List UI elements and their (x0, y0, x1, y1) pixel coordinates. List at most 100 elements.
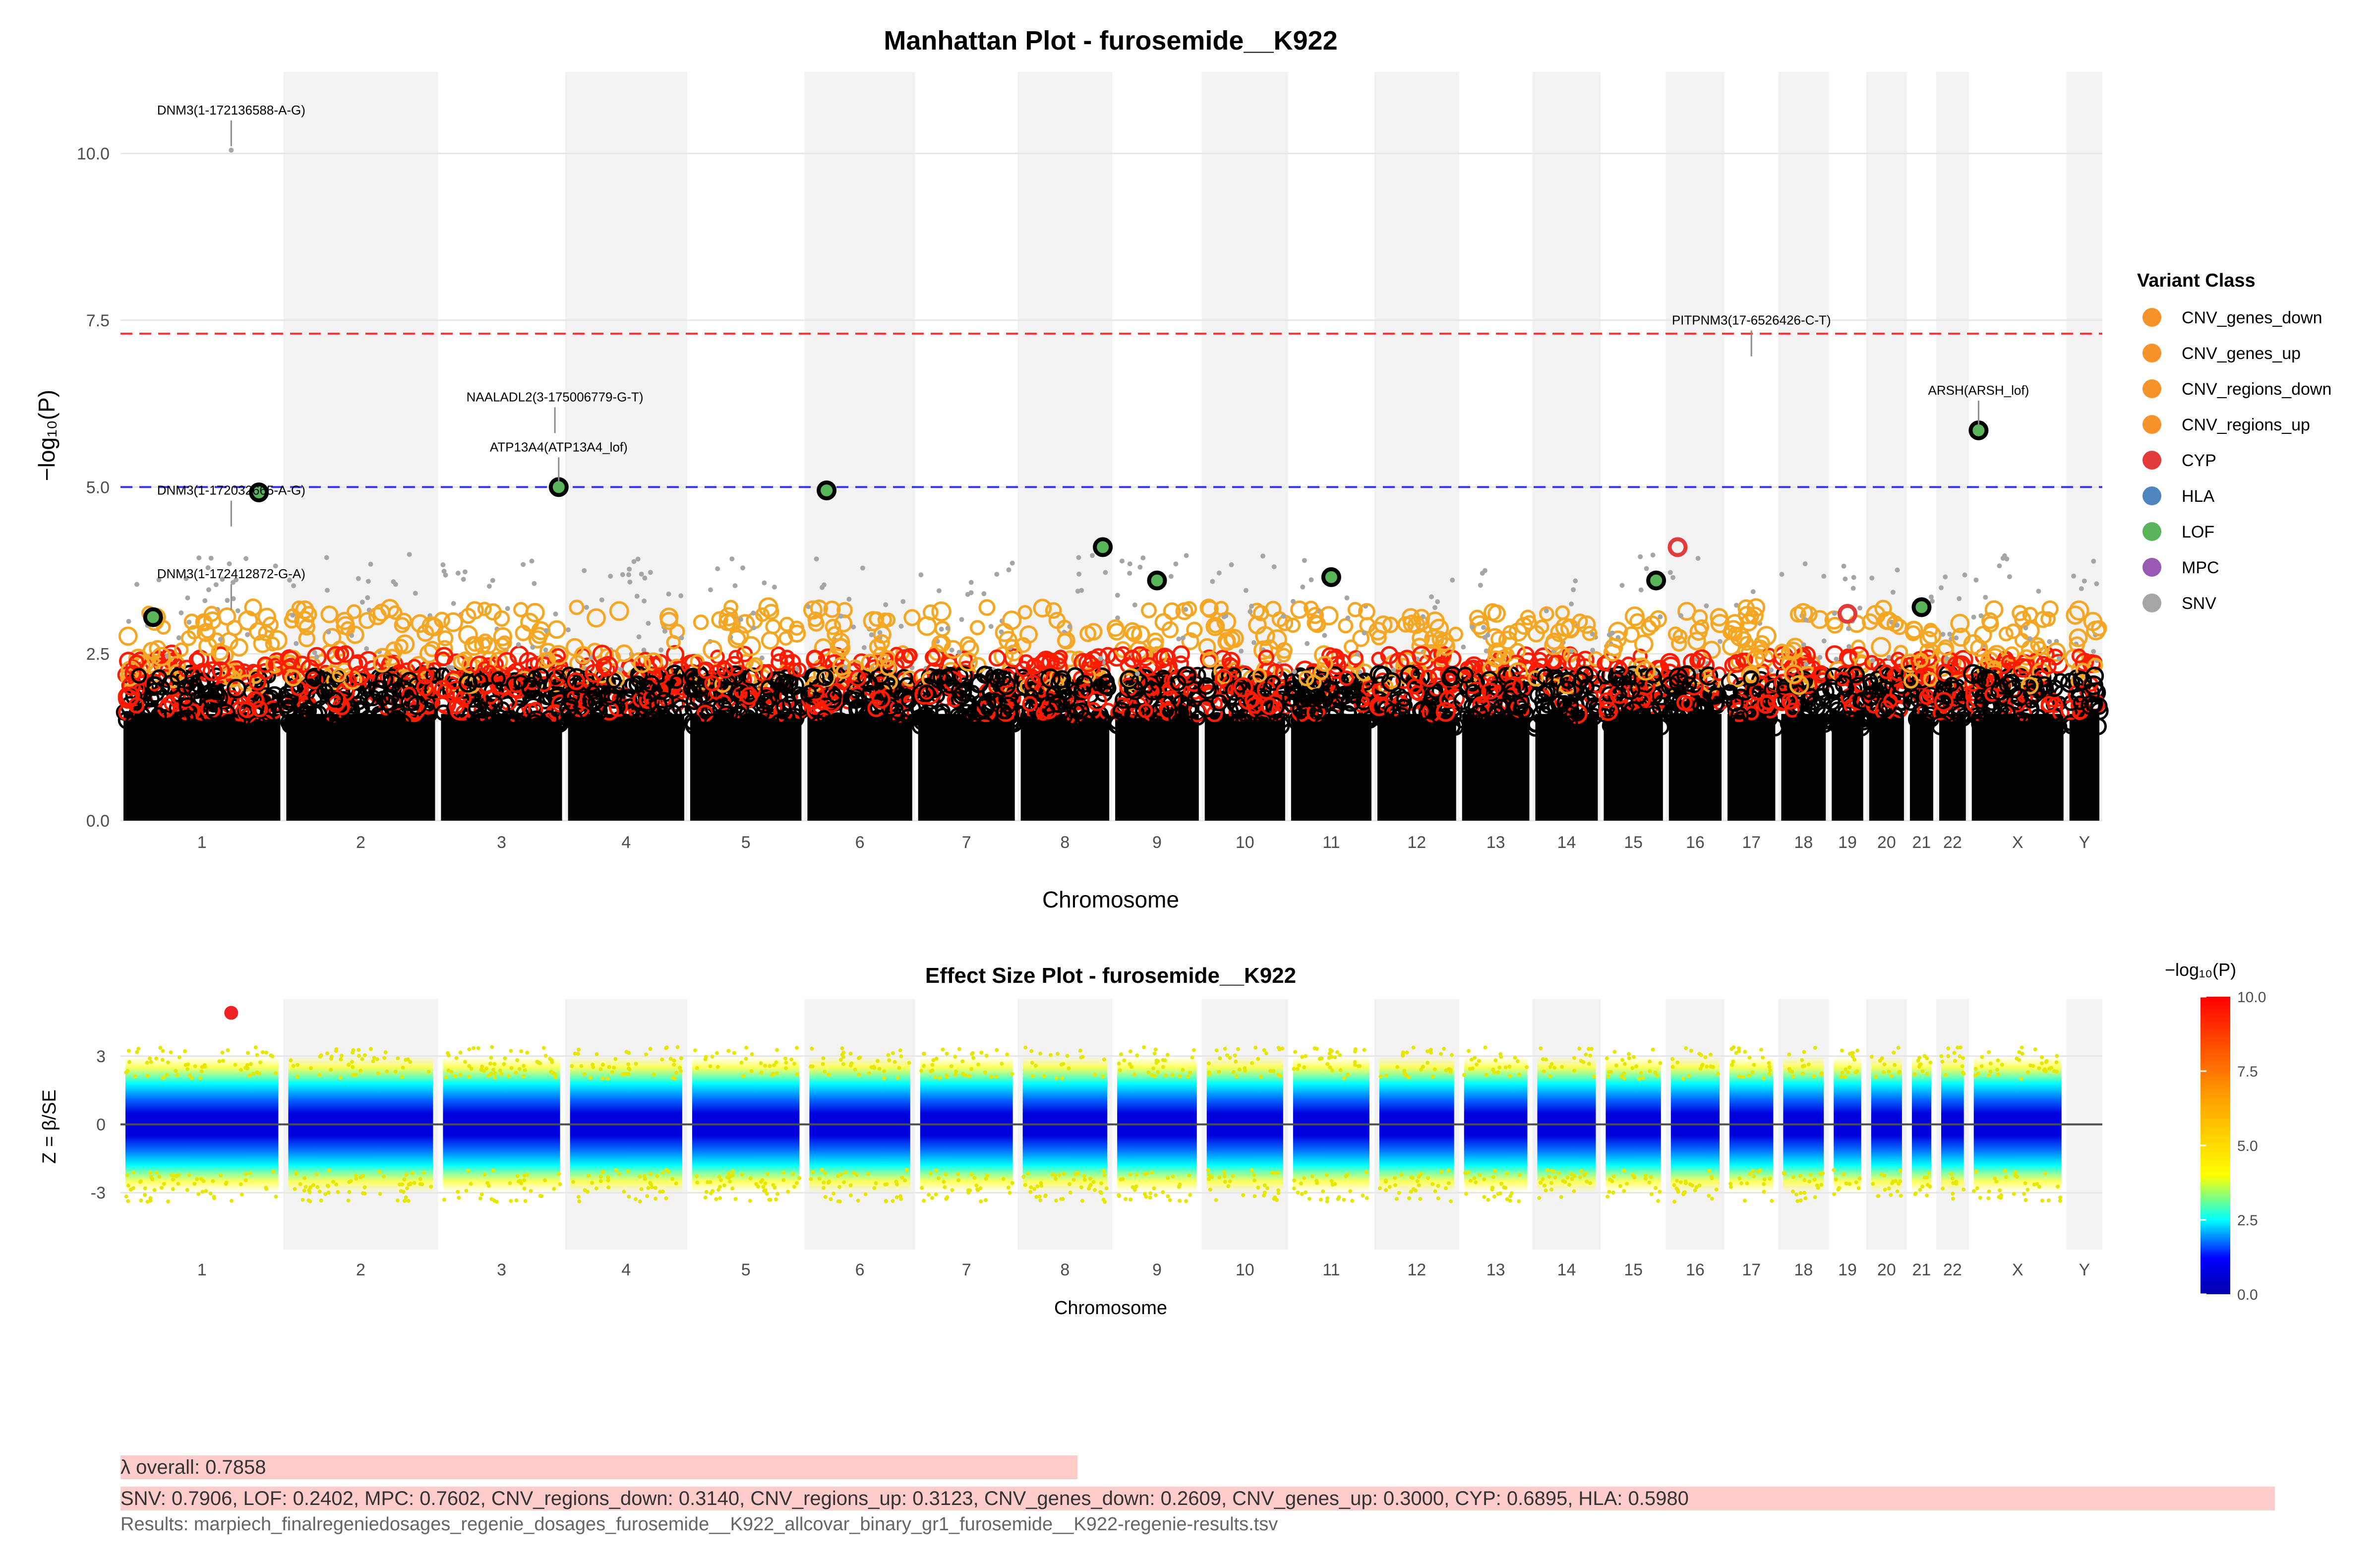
effect-point (467, 1064, 472, 1068)
effect-point (357, 1048, 361, 1052)
effect-point (971, 1056, 976, 1060)
effect-point (976, 1062, 980, 1067)
effect-point (728, 1179, 732, 1184)
effect-point (576, 1195, 581, 1199)
effect-point (1491, 1175, 1496, 1179)
variant-point (679, 635, 684, 641)
effect-point (1670, 1057, 1675, 1061)
variant-point (1695, 556, 1701, 561)
effect-point (260, 1050, 265, 1054)
effect-point (255, 1053, 259, 1057)
variant-point (662, 628, 667, 634)
effect-point (1791, 1075, 1795, 1079)
effect-point (1143, 1192, 1147, 1196)
effect-point (1161, 1190, 1165, 1195)
legend-label: CYP (2182, 451, 2216, 470)
effect-point (1752, 1063, 1756, 1067)
effect-point (1119, 1052, 1123, 1057)
effect-point (1346, 1073, 1350, 1077)
effect-point (1104, 1186, 1109, 1191)
effect-point (1444, 1186, 1448, 1191)
effect-point (1348, 1189, 1353, 1194)
effect-point (1067, 1066, 1071, 1071)
effect-point (325, 1184, 330, 1188)
effect-point (1539, 1180, 1543, 1185)
variant-point (1292, 669, 1297, 674)
effect-point (1748, 1172, 1752, 1176)
variant-point (1389, 652, 1409, 672)
effect-point (766, 1172, 770, 1176)
variant-point (205, 702, 223, 720)
effect-point (1383, 1179, 1388, 1184)
effect-point (296, 1075, 299, 1079)
effect-point (1762, 1182, 1766, 1186)
effect-point (1606, 1195, 1610, 1199)
effect-point (903, 1178, 907, 1183)
effect-point (1327, 1056, 1331, 1060)
effect-point (1622, 1062, 1627, 1066)
variant-point (183, 576, 189, 581)
effect-point (1042, 1074, 1046, 1078)
effect-point (1482, 1177, 1487, 1182)
effect-point (171, 1187, 175, 1191)
variant-point (939, 626, 944, 632)
effect-point (1038, 1198, 1043, 1202)
variant-point (1307, 606, 1324, 624)
effect-point (930, 1196, 934, 1200)
effect-point (1703, 1055, 1708, 1060)
variant-point (1150, 718, 1168, 736)
variant-point (1106, 619, 1125, 637)
effect-point (217, 1059, 222, 1064)
variant-point (227, 561, 232, 566)
effect-point (1353, 1063, 1357, 1067)
effect-point (1387, 1185, 1392, 1189)
variant-point (994, 572, 1000, 577)
variant-point (732, 583, 738, 589)
variant-point (1146, 632, 1164, 650)
effect-point (1493, 1058, 1498, 1063)
effect-point (1478, 1173, 1482, 1177)
effect-point (1029, 1049, 1034, 1053)
variant-point (779, 616, 795, 632)
effect-point (125, 1173, 129, 1177)
effect-point (848, 1051, 853, 1056)
effect-point (678, 1066, 682, 1070)
effect-point (1297, 1063, 1301, 1068)
effect-point (922, 1064, 926, 1068)
effect-point (1813, 1195, 1817, 1200)
variant-point (2057, 656, 2062, 661)
variant-point (628, 675, 647, 693)
effect-point (1276, 1171, 1280, 1175)
variant-point (1298, 670, 1314, 686)
effect-point (1156, 1070, 1160, 1075)
effect-point (264, 1186, 268, 1190)
effect-point (783, 1056, 787, 1061)
effect-point (1135, 1053, 1139, 1058)
variant-point (1131, 646, 1149, 663)
variant-point (762, 580, 767, 586)
effect-point (792, 1185, 796, 1189)
effect-point (1813, 1046, 1817, 1050)
effect-point (930, 1068, 935, 1073)
effect-point (586, 1190, 590, 1194)
variant-point (1023, 689, 1039, 704)
effect-point (522, 1178, 527, 1183)
variant-point (1107, 648, 1127, 667)
effect-point (1088, 1183, 1093, 1187)
effect-point (1551, 1169, 1556, 1174)
effect-point (674, 1071, 678, 1075)
effect-point (1035, 1184, 1040, 1189)
effect-point (898, 1048, 902, 1053)
effect-point (1330, 1183, 1335, 1187)
effect-point (1060, 1076, 1065, 1081)
effect-point (1433, 1189, 1437, 1194)
effect-point (789, 1057, 794, 1062)
variant-point (684, 713, 702, 731)
effect-point (479, 1192, 484, 1197)
variant-point (807, 684, 825, 701)
variant-point (642, 575, 648, 581)
effect-point (945, 1052, 949, 1056)
effect-point (842, 1180, 846, 1185)
effect-point (1152, 1051, 1157, 1056)
